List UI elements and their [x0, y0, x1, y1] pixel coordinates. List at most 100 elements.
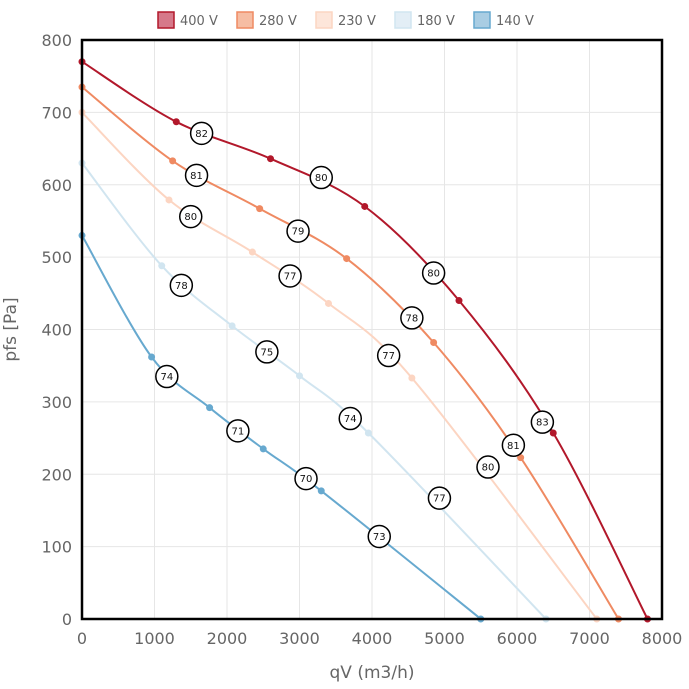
y-tick-label: 400 [41, 321, 72, 340]
efficiency-badge-label: 78 [406, 313, 419, 324]
data-point [364, 429, 372, 437]
series-line [81, 162, 547, 620]
data-point [248, 248, 256, 256]
x-tick-label: 7000 [569, 629, 610, 648]
data-point [228, 322, 236, 330]
efficiency-badge-circle [179, 204, 203, 229]
legend-label: 140 V [496, 14, 534, 29]
data-point [517, 454, 525, 462]
y-tick-label: 800 [41, 31, 72, 50]
efficiency-badge-label: 80 [482, 463, 495, 474]
data-point [430, 339, 438, 347]
data-point [549, 429, 557, 437]
efficiency-badge: 75 [255, 340, 279, 364]
efficiency-badge-circle [169, 273, 194, 298]
data-point [259, 445, 267, 453]
efficiency-badge-label: 75 [261, 347, 274, 358]
efficiency-badge-label: 73 [373, 532, 386, 543]
data-point [172, 118, 180, 126]
efficiency-badge: 77 [427, 486, 452, 510]
efficiency-badge: 73 [367, 524, 391, 549]
efficiency-badge-circle [376, 343, 401, 368]
efficiency-badge: 77 [376, 343, 401, 368]
efficiency-badge-label: 77 [433, 494, 446, 505]
series-line [81, 60, 649, 620]
efficiency-badge-label: 83 [536, 418, 549, 429]
x-tick-label: 5000 [424, 629, 465, 648]
plot-frame [80, 38, 664, 621]
efficiency-badge: 74 [338, 406, 362, 431]
efficiency-badge: 80 [421, 261, 446, 285]
x-tick-label: 6000 [497, 629, 538, 648]
efficiency-badge-label: 82 [195, 129, 208, 140]
data-point [165, 196, 173, 204]
data-point [317, 487, 325, 495]
efficiency-badge-circle [367, 524, 391, 549]
data-point [148, 353, 156, 361]
efficiency-badge: 81 [501, 433, 526, 458]
legend-swatch [236, 11, 254, 29]
efficiency-badge-circle [427, 486, 452, 510]
x-axis-ticks: 0 1000 2000 3000 4000 5000 6000 7000 8000 [77, 629, 682, 648]
efficiency-badge-circle [338, 406, 362, 431]
efficiency-badge: 83 [530, 410, 555, 434]
efficiency-badge-label: 79 [292, 227, 305, 238]
x-tick-label: 0 [77, 629, 87, 648]
efficiency-badge-circle [309, 165, 333, 190]
legend-label: 230 V [338, 14, 376, 29]
y-tick-label: 100 [41, 538, 72, 557]
data-point [408, 374, 416, 382]
x-tick-label: 4000 [352, 629, 393, 648]
x-tick-label: 8000 [642, 629, 683, 648]
efficiency-badge: 82 [189, 121, 214, 146]
legend-swatch [157, 11, 175, 29]
efficiency-badge: 79 [286, 219, 310, 243]
legend-swatch [473, 11, 491, 29]
y-axis-title: pfs [Pa] [1, 297, 21, 361]
efficiency-badge-circle [400, 306, 424, 330]
data-point [169, 157, 177, 165]
efficiency-badge: 77 [278, 264, 302, 288]
efficiency-badge-label: 80 [315, 173, 328, 184]
efficiency-badge-label: 74 [344, 414, 357, 425]
y-axis-ticks: 0 100 200 300 400 500 600 700 800 [41, 31, 72, 629]
data-point [325, 299, 332, 307]
data-point [296, 372, 303, 380]
efficiency-badge-circle [286, 219, 310, 243]
x-tick-label: 2000 [207, 629, 248, 648]
series-line [81, 234, 482, 620]
efficiency-badge-label: 81 [507, 441, 520, 452]
efficiency-badge-label: 77 [382, 351, 395, 362]
y-tick-label: 200 [41, 465, 72, 484]
efficiency-badge-circle [501, 433, 526, 458]
efficiency-badge-label: 81 [190, 171, 203, 182]
efficiency-badge: 71 [226, 419, 250, 443]
efficiency-badge: 80 [476, 455, 500, 479]
efficiency-badge-circle [530, 410, 555, 434]
efficiency-badge-circle [476, 455, 500, 479]
y-tick-label: 500 [41, 248, 72, 267]
efficiency-badge-circle [184, 163, 209, 188]
data-point [206, 404, 214, 412]
data-point [361, 202, 369, 210]
x-tick-label: 3000 [279, 629, 320, 648]
efficiency-badge-circle [155, 364, 179, 389]
efficiency-badge: 80 [179, 204, 203, 229]
efficiency-badge-circle [226, 419, 250, 443]
data-point [343, 255, 351, 263]
series-curves [81, 60, 649, 620]
series-line [81, 86, 620, 620]
efficiency-badge: 74 [155, 364, 179, 389]
series-points [78, 58, 651, 623]
efficiency-badge: 78 [400, 306, 424, 330]
efficiency-badge-label: 77 [284, 271, 297, 282]
efficiency-badge-label: 78 [175, 281, 188, 292]
legend-swatch [315, 11, 333, 29]
efficiency-badge-circle [278, 264, 302, 288]
legend-label: 180 V [417, 14, 455, 29]
efficiency-badge: 81 [184, 163, 209, 188]
x-tick-label: 1000 [134, 629, 175, 648]
efficiency-badge-circle [421, 261, 446, 285]
y-tick-label: 0 [62, 610, 72, 629]
legend-label: 400 V [180, 14, 218, 29]
